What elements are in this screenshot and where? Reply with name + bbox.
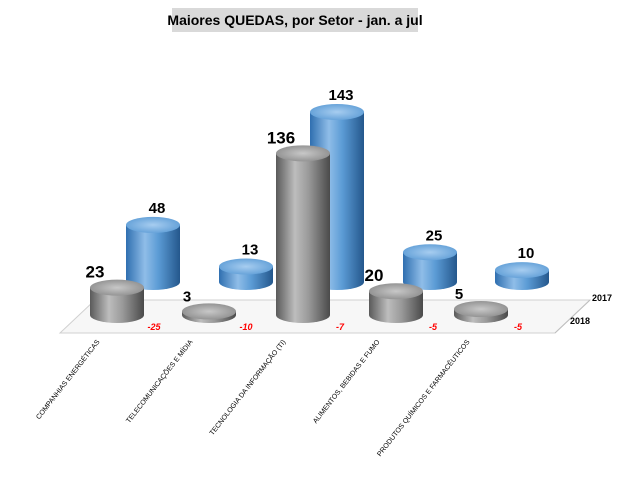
data-label-2018-tecnologia-da-informacao-ti: 136 <box>267 128 295 147</box>
data-label-2018-alimentos-bebidas-e-fumo: 20 <box>365 266 384 285</box>
data-label-2017-alimentos-bebidas-e-fumo: 25 <box>426 227 443 244</box>
category-label-produtos-quimicos-e-farmaceuticos: PRODUTOS QUÍMICOS E FARMACÊUTICOS <box>375 337 472 458</box>
data-label-2018-companhias-energeticas: 23 <box>86 263 105 282</box>
series-label-2018: 2018 <box>570 316 590 326</box>
difference-label-companhias-energeticas: -25 <box>147 322 161 332</box>
data-label-2018-produtos-quimicos-e-farmaceuticos: 5 <box>455 286 463 303</box>
series-label-2017: 2017 <box>592 293 612 303</box>
bar-2017-telecomunicacoes-e-midia <box>219 258 273 290</box>
difference-label-telecomunicacoes-e-midia: -10 <box>239 322 252 332</box>
data-label-2017-produtos-quimicos-e-farmaceuticos: 10 <box>518 245 535 262</box>
bar-2018-tecnologia-da-informacao-ti <box>276 145 330 323</box>
data-label-2018-telecomunicacoes-e-midia: 3 <box>183 288 191 305</box>
bar-2018-companhias-energeticas <box>90 279 144 323</box>
difference-label-tecnologia-da-informacao-ti: -7 <box>336 322 345 332</box>
category-label-companhias-energeticas: COMPANHIAS ENERGÉTICAS <box>34 337 102 421</box>
category-label-tecnologia-da-informacao-ti: TECNOLOGIA DA INFORMAÇÃO (TI) <box>207 338 287 437</box>
bar-2017-alimentos-bebidas-e-fumo <box>403 244 457 290</box>
category-label-telecomunicacoes-e-midia: TELECOMUNICAÇÕES E MÍDIA <box>124 337 195 424</box>
depth-axis <box>554 299 591 334</box>
data-label-2017-telecomunicacoes-e-midia: 13 <box>242 242 259 259</box>
data-label-2017-companhias-energeticas: 48 <box>149 200 166 217</box>
bar-2018-produtos-quimicos-e-farmaceuticos <box>454 301 508 323</box>
difference-label-alimentos-bebidas-e-fumo: -5 <box>429 322 438 332</box>
bar-2018-telecomunicacoes-e-midia <box>182 303 236 323</box>
category-label-alimentos-bebidas-e-fumo: ALIMENTOS, BEBIDAS E FUMO <box>312 338 382 424</box>
chart-title: Maiores QUEDAS, por Setor - jan. a jul <box>167 8 423 32</box>
bar-2017-companhias-energeticas <box>126 216 180 290</box>
data-label-2017-tecnologia-da-informacao-ti: 143 <box>328 87 353 104</box>
bar-2018-alimentos-bebidas-e-fumo <box>369 283 423 323</box>
difference-label-produtos-quimicos-e-farmaceuticos: -5 <box>514 322 523 332</box>
bar-2017-produtos-quimicos-e-farmaceuticos <box>495 262 549 290</box>
